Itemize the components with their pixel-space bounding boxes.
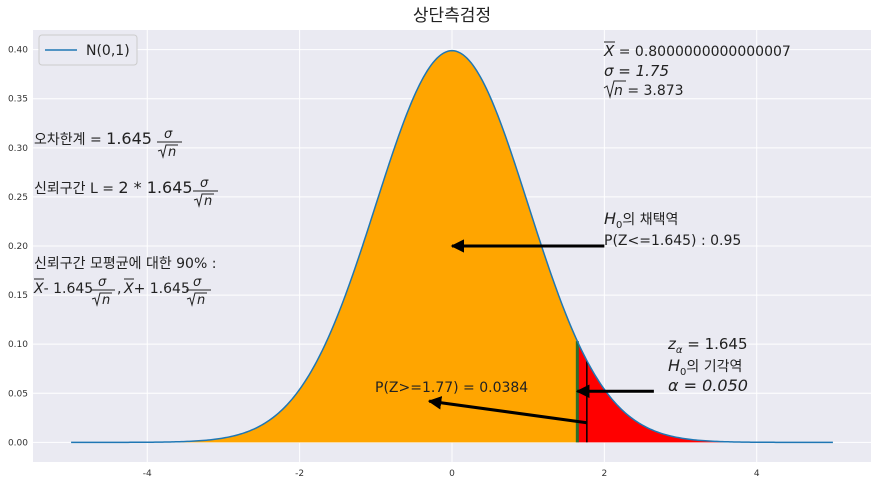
- ci-length-frac-num: σ: [200, 176, 209, 191]
- z-alpha-value: = 1.645: [682, 335, 747, 353]
- rejection-sub: 0: [680, 367, 686, 378]
- z-alpha-sub: α: [676, 345, 683, 356]
- y-tick-label: 0.40: [8, 46, 28, 56]
- annotation-rejection: zα = 1.645 H0의 기각역 α = 0.050: [667, 335, 748, 395]
- y-tick-label: 0.30: [8, 144, 28, 154]
- ci-length-sqrt-sign: [193, 193, 214, 208]
- ci-frac1-num: σ: [98, 275, 107, 290]
- svg-text:H0의 채택역: H0의 채택역: [604, 209, 678, 231]
- rejection-h: H: [668, 356, 680, 375]
- x-tick-label: 0: [449, 469, 455, 479]
- sqrt-sign: [603, 80, 626, 99]
- x-tick-label: -4: [143, 469, 152, 479]
- x-tick-label: 4: [754, 469, 760, 479]
- alpha-value: α = 0.050: [668, 376, 748, 395]
- y-axis-ticks: 0.00 0.05 0.10 0.15 0.20 0.25 0.30 0.35 0.40: [8, 46, 28, 449]
- series-line-normal: [71, 49, 833, 444]
- svg-text:X- 1.645: X- 1.645: [33, 281, 93, 297]
- svg-text:n = 3.873: n = 3.873: [614, 83, 684, 99]
- annotation-pvalue: P(Z>=1.77) = 0.0384: [375, 380, 528, 396]
- y-tick-label: 0.20: [8, 242, 28, 252]
- svg-text:X+ 1.645: X+ 1.645: [123, 281, 190, 297]
- y-tick-label: 0.35: [8, 95, 28, 105]
- arrow-pvalue: [427, 396, 588, 425]
- annotation-margin-error: 오차한계 = 1.645 σ n: [34, 127, 182, 160]
- xbar-value: = 0.8000000000000007: [614, 44, 791, 60]
- y-tick-label: 0.25: [8, 193, 28, 203]
- sigma-value: σ = 1.75: [604, 62, 669, 80]
- rejection-region: [577, 341, 833, 443]
- ci-interval-part2: + 1.645: [134, 281, 190, 297]
- margin-error-sqrt-sign: [157, 144, 178, 159]
- ci-frac2-den: n: [197, 293, 205, 308]
- svg-text:신뢰구간 L = 2 * 1.645: 신뢰구간 L = 2 * 1.645: [34, 178, 193, 197]
- margin-error-frac-den: n: [168, 145, 176, 160]
- ci-length-prefix: 신뢰구간 L =: [34, 181, 118, 197]
- legend: N(0,1): [38, 34, 138, 66]
- chart-title: 상단측검정: [413, 6, 491, 26]
- annotation-ci-interval: 신뢰구간 모평균에 대한 90% : X- 1.645 σ n , X+ 1.6…: [33, 256, 216, 308]
- ci-interval-part1: - 1.645: [44, 281, 94, 297]
- margin-error-coef: 1.645: [106, 129, 152, 148]
- acceptance-h: H: [604, 209, 616, 228]
- y-tick-label: 0.10: [8, 340, 28, 350]
- ci-frac2-num: σ: [193, 275, 202, 290]
- ci-frac2-sqrt-sign: [186, 292, 207, 307]
- ci-length-frac-den: n: [204, 194, 212, 209]
- y-tick-label: 0.15: [8, 291, 28, 301]
- z-alpha-symbol: z: [667, 335, 677, 353]
- x-tick-label: 2: [601, 469, 607, 479]
- annotation-stats: X = 0.8000000000000007 σ = 1.75 n = 3.87…: [603, 41, 791, 99]
- acceptance-title: 의 채택역: [622, 212, 678, 228]
- ci-frac1-den: n: [102, 293, 110, 308]
- ci-frac1-sqrt-sign: [91, 292, 112, 307]
- svg-text:zα = 1.645: zα = 1.645: [667, 335, 748, 356]
- acceptance-sub: 0: [616, 220, 622, 231]
- sqrtn-value: = 3.873: [623, 83, 684, 99]
- svg-text:,: ,: [117, 281, 121, 297]
- acceptance-prob: P(Z<=1.645) : 0.95: [604, 233, 741, 249]
- xbar-symbol: X: [603, 42, 615, 60]
- ci-xbar-1: X: [33, 281, 44, 297]
- x-axis-ticks: -4 -2 0 2 4: [143, 469, 760, 479]
- ci-length-coef: 2 * 1.645: [118, 178, 192, 197]
- legend-box: [38, 34, 138, 66]
- svg-text:오차한계 = 1.645: 오차한계 = 1.645: [34, 129, 152, 148]
- legend-label-normal: N(0,1): [86, 43, 130, 59]
- margin-error-prefix: 오차한계 =: [34, 132, 106, 148]
- y-tick-label: 0.00: [8, 438, 28, 448]
- ci-interval-line1: 신뢰구간 모평균에 대한 90% :: [34, 256, 216, 272]
- margin-error-frac-num: σ: [164, 127, 173, 142]
- acceptance-region: [71, 50, 578, 443]
- annotation-ci-length: 신뢰구간 L = 2 * 1.645 σ n: [34, 176, 218, 209]
- ci-xbar-2: X: [123, 281, 134, 297]
- svg-text:H0의 기각역: H0의 기각역: [668, 356, 742, 378]
- rejection-title: 의 기각역: [686, 359, 742, 375]
- x-tick-label: -2: [295, 469, 304, 479]
- sqrtn-symbol: n: [614, 83, 623, 99]
- y-tick-label: 0.05: [8, 389, 28, 399]
- svg-text:X = 0.8000000000000007: X = 0.8000000000000007: [603, 42, 791, 60]
- annotation-acceptance: H0의 채택역 P(Z<=1.645) : 0.95: [604, 209, 741, 249]
